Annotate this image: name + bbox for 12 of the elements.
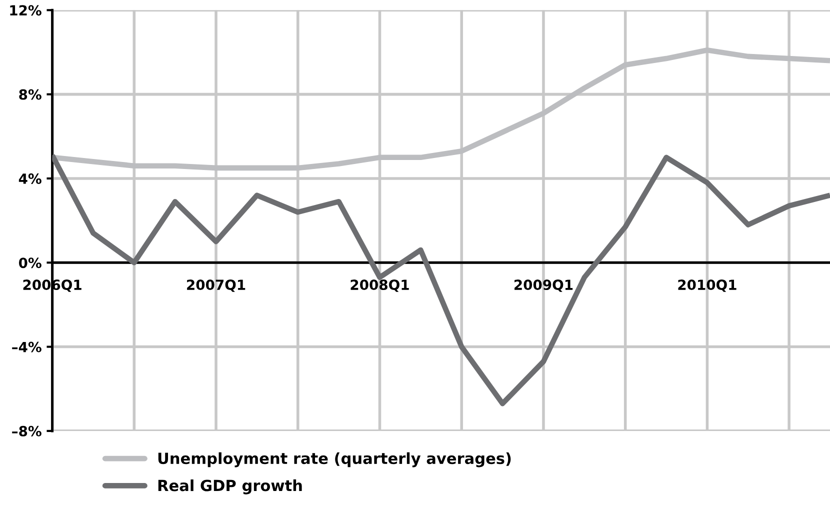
y-tick-label: 4% [18, 173, 42, 184]
legend-label: Real GDP growth [158, 479, 302, 494]
x-tick-label: 2009Q1 [514, 280, 573, 292]
y-tick-label: 0% [18, 258, 42, 268]
y-tick-label: –4% [12, 342, 42, 352]
x-tick-label: 2007Q1 [187, 280, 246, 292]
y-tick-label: –8% [12, 426, 42, 436]
legend-label: Unemployment rate (quarterly averages) [158, 452, 511, 468]
y-tick-label: 12% [10, 5, 42, 16]
x-tick-label: 2008Q1 [350, 280, 409, 292]
x-tick-label: 2010Q1 [678, 280, 736, 292]
y-tick-label: 8% [19, 89, 42, 100]
